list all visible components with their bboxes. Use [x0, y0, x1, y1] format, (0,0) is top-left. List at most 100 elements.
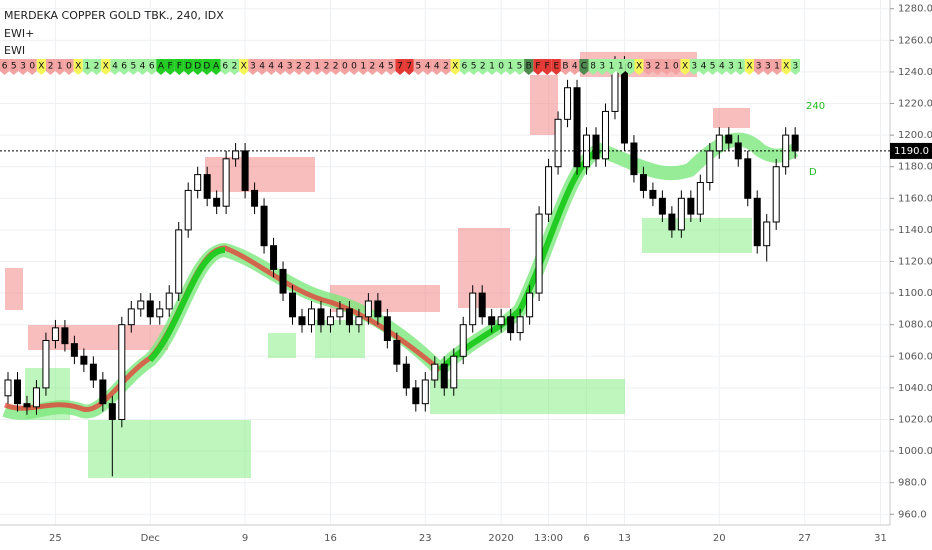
ewi-label: 2: [480, 62, 486, 72]
ewi-label: 3: [691, 62, 697, 72]
candle-body: [165, 292, 173, 310]
ewi-cell: [422, 59, 433, 75]
ewi-cell: [551, 59, 561, 75]
candle-body: [99, 379, 107, 405]
ewi-label: 3: [756, 62, 762, 72]
ewi-label: 5: [416, 62, 422, 72]
ewi-label: D: [194, 62, 201, 72]
ewi-cell: [303, 59, 313, 75]
ewi-label: 0: [66, 62, 72, 72]
ewi-label: 6: [462, 62, 468, 72]
ewi-cell: [202, 59, 212, 75]
candle-body: [573, 87, 581, 168]
candle-body: [677, 197, 685, 231]
supply-zone: [713, 108, 750, 128]
candle-body: [336, 308, 344, 318]
ewi-label: 5: [471, 62, 477, 72]
labels: 960.0 980.0 1000.0 1020.0 1040.0 1060.0 1080.0…: [0, 4, 932, 544]
ewi-cell: [229, 59, 240, 75]
ewi-cell: [754, 59, 764, 75]
candle-body: [620, 63, 628, 144]
ewi-label: 2: [443, 62, 449, 72]
ewi-cell: [147, 59, 157, 75]
ewi-label: A: [213, 62, 220, 72]
ewi-label: 4: [701, 62, 707, 72]
ewi-label: 4: [268, 62, 274, 72]
ewi-cell: [652, 59, 663, 75]
candle-body: [450, 355, 458, 389]
ewi-cell: [101, 59, 111, 75]
ewi-label: F: [535, 62, 540, 72]
ewi-label: 7: [397, 62, 403, 72]
ewi-cell: [726, 59, 736, 75]
ewi-cell: [137, 59, 148, 75]
candle-body: [649, 189, 657, 199]
ewi-cell: [763, 59, 773, 75]
ewi-label: X: [783, 62, 789, 72]
ewi-label: 1: [609, 62, 615, 72]
ewi-label: 5: [710, 62, 716, 72]
y-tick-label: 1060.0: [898, 351, 932, 362]
ewi-label: X: [636, 62, 642, 72]
ewi-cell: [680, 59, 690, 75]
candle-body: [222, 158, 230, 207]
ewi-label: 1: [774, 62, 780, 72]
candle-body: [545, 166, 553, 215]
ewi-label: B: [526, 62, 532, 72]
ewi-label: 1: [314, 62, 320, 72]
demand-zone: [268, 333, 296, 358]
ewi-cell: [689, 59, 699, 75]
ewi-cell: [64, 59, 74, 75]
demand-zone: [430, 379, 625, 414]
ewi-cell: [606, 59, 617, 75]
y-tick-label: 980.0: [898, 478, 927, 489]
ewi-cell: [662, 59, 672, 75]
ewi-label: 5: [388, 62, 394, 72]
ewi-cell: [524, 59, 534, 75]
ewi-cell: [36, 59, 46, 75]
x-tick-label: Dec: [141, 533, 160, 544]
ewi-label: F: [168, 62, 173, 72]
y-tick-label: 1020.0: [898, 414, 932, 425]
candle-body: [232, 150, 240, 160]
ewi-cell: [377, 59, 387, 75]
ewi-cell: [542, 59, 552, 75]
candle-body: [630, 142, 638, 176]
ewi-cell: [358, 59, 368, 75]
candle-body: [497, 316, 505, 326]
ewi-cell: [468, 59, 479, 75]
x-tick-label: 2020: [488, 533, 513, 544]
demand-zone: [642, 218, 752, 253]
demand-zone: [315, 320, 365, 358]
candle-body: [108, 403, 116, 420]
ewi-label: 3: [250, 62, 256, 72]
ewi-cell: [744, 59, 755, 75]
y-tick-label: 1260.0: [898, 35, 932, 46]
ewi-cell: [478, 59, 488, 75]
ewi-label: 4: [259, 62, 265, 72]
ewi-cell: [708, 59, 718, 75]
ewi-cell: [441, 59, 451, 75]
ewi-label: X: [38, 62, 44, 72]
candle-body: [213, 197, 221, 207]
candle-body: [326, 316, 334, 326]
ewi-cell: [257, 59, 267, 75]
ewi-cell: [110, 59, 120, 75]
y-tick-label: 960.0: [898, 509, 927, 520]
x-tick-label: 31: [874, 533, 887, 544]
ewi-label: 4: [719, 62, 725, 72]
candle-body: [402, 363, 410, 389]
candle-body: [51, 327, 59, 341]
candle-body: [431, 363, 439, 381]
candle-body: [203, 174, 211, 199]
ewi-cell: [579, 59, 589, 75]
ewi-cell: [193, 59, 203, 75]
ewi-cell: [404, 59, 414, 75]
ewi-cell: [156, 59, 166, 75]
ewi-cell: [560, 59, 571, 75]
supply-zone: [28, 325, 168, 350]
candle-body: [601, 110, 609, 160]
ewi-label: 3: [765, 62, 771, 72]
ewi-cell: [698, 59, 709, 75]
ewi-cell: [174, 59, 184, 75]
